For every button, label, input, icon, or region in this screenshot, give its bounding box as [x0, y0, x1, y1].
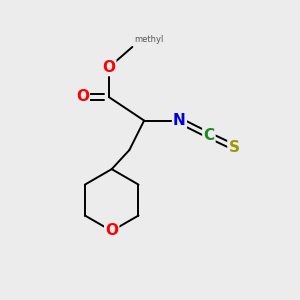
Text: O: O: [76, 89, 89, 104]
Text: O: O: [102, 60, 115, 75]
Text: S: S: [228, 140, 239, 154]
Text: N: N: [173, 113, 186, 128]
Text: O: O: [105, 224, 118, 238]
Text: methyl: methyl: [134, 35, 163, 44]
Text: C: C: [203, 128, 214, 143]
